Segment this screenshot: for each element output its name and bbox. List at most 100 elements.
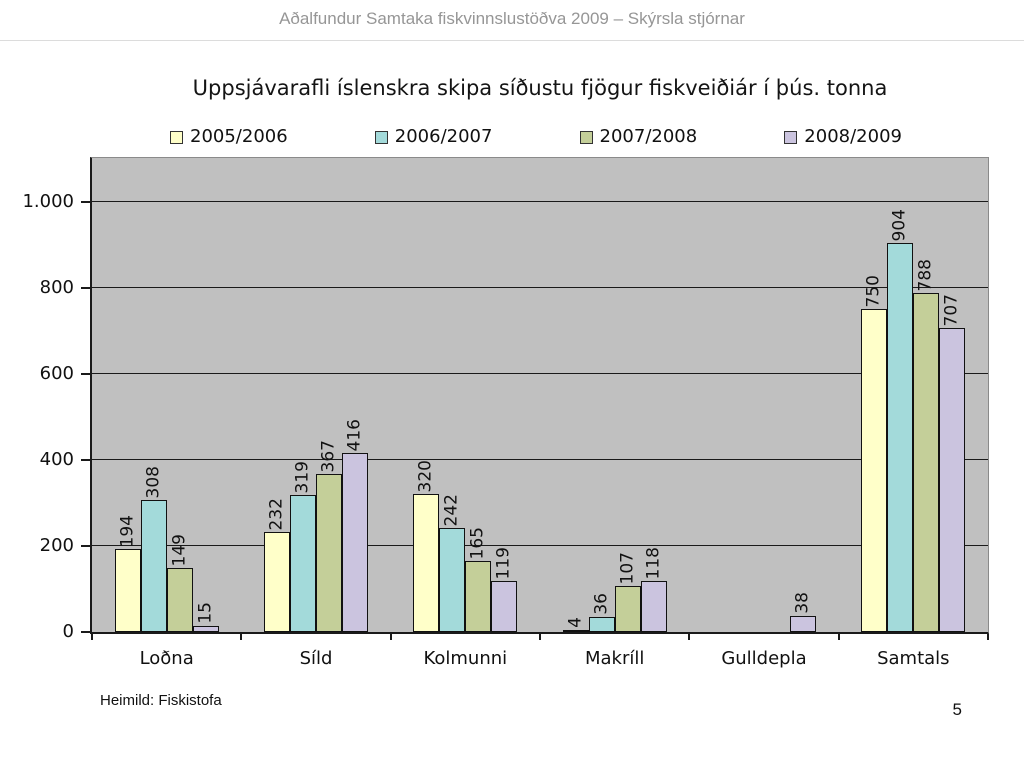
bar-group-kolmunni: 320 242 165 119 — [391, 158, 540, 632]
x-axis-tick — [688, 634, 691, 640]
bar-slot: 904 — [887, 209, 914, 632]
bar-slot: 788 — [913, 259, 940, 632]
page-number: 5 — [952, 700, 962, 719]
bar-value-label: 36 — [591, 593, 612, 615]
plot-area: 0 200 400 600 800 1.000 194 308 149 15 Loðna 232 319… — [22, 157, 989, 669]
bar-group-síld: 232 319 367 416 — [241, 158, 390, 632]
y-axis-tick — [81, 458, 90, 461]
y-axis-label: 800 — [39, 276, 74, 298]
bar-slot: 232 — [263, 498, 290, 632]
bar-slot: 416 — [341, 419, 368, 632]
bar-value-label: 319 — [292, 460, 313, 493]
bar-value-label: 149 — [169, 533, 190, 566]
bar-kolmunni-2006/2007: 242 — [439, 494, 466, 632]
y-gridline — [92, 459, 988, 461]
legend-label: 2005/2006 — [190, 126, 288, 147]
bar-makríll-2005/2006: 4 — [562, 617, 589, 632]
bar-loðna-2005/2006: 194 — [114, 515, 141, 632]
bar-slot: 118 — [640, 547, 667, 632]
bar-slot: 4 — [562, 617, 589, 632]
header-divider — [0, 40, 1024, 41]
y-gridline — [92, 287, 988, 289]
bar-slot: 15 — [192, 602, 219, 632]
x-axis-tick — [91, 634, 93, 640]
legend-label: 2006/2007 — [394, 126, 493, 147]
bar-síld-2008/2009: 416 — [341, 419, 368, 632]
y-axis-label: 200 — [39, 534, 74, 556]
bar-makríll-2006/2007: 36 — [588, 593, 615, 632]
legend-swatch-icon — [374, 130, 388, 144]
y-axis-tick — [81, 631, 90, 633]
bar-value-label: 107 — [617, 551, 638, 584]
y-gridline — [92, 201, 988, 203]
bar-kolmunni-2008/2009: 119 — [491, 547, 518, 632]
bar-kolmunni-2007/2008: 165 — [465, 527, 492, 632]
bar-kolmunni-2005/2006: 320 — [413, 460, 440, 632]
bar-samtals-2008/2009: 707 — [939, 294, 966, 632]
bar-slot: 707 — [939, 294, 966, 632]
bar-group-makríll: 4 36 107 118 — [540, 158, 689, 632]
legend-label: 2007/2008 — [599, 126, 698, 147]
bar-samtals-2005/2006: 750 — [861, 275, 888, 632]
bar-slot: 242 — [439, 494, 466, 632]
bar-value-label: 165 — [467, 526, 488, 559]
bar-gulldepla-2008/2009: 38 — [789, 592, 816, 632]
x-axis-label-samtals: Samtals — [877, 648, 950, 669]
y-axis-label: 0 — [62, 621, 74, 642]
bar-value-label: 38 — [792, 592, 813, 614]
bar-group-samtals: 750 904 788 707 — [839, 158, 988, 632]
y-axis-tick — [81, 286, 90, 289]
bar-slot: 36 — [588, 593, 615, 632]
bar-slot: 119 — [491, 547, 518, 632]
x-axis-tick — [837, 634, 840, 640]
x-axis-tick — [987, 634, 989, 640]
legend: 2005/2006 2006/2007 2007/2008 2008/2009 — [170, 126, 902, 148]
bar-value-label: 4 — [565, 617, 586, 628]
x-axis-tick — [539, 634, 541, 640]
bar-samtals-2007/2008: 788 — [913, 259, 940, 632]
legend-item-2005/2006: 2005/2006 — [170, 128, 288, 146]
y-gridline — [92, 545, 988, 547]
bar-slot: 319 — [289, 461, 316, 632]
bar-group-loðna: 194 308 149 15 — [92, 158, 241, 632]
bar-loðna-2006/2007: 308 — [140, 466, 167, 632]
x-axis-label-kolmunni: Kolmunni — [423, 648, 508, 669]
bar-value-label: 232 — [266, 497, 287, 530]
x-axis-label-loðna: Loðna — [139, 648, 194, 669]
bar-value-label: 118 — [643, 546, 664, 579]
source-note: Heimild: Fiskistofa — [100, 692, 222, 709]
bar-slot: 750 — [861, 275, 888, 632]
bar-slot: 149 — [166, 534, 193, 632]
bar-value-label: 750 — [863, 274, 884, 307]
y-axis-label: 400 — [39, 448, 74, 470]
bar-slot: 194 — [114, 515, 141, 632]
bar-makríll-2008/2009: 118 — [640, 547, 667, 632]
bar-value-label: 904 — [889, 208, 910, 241]
bar-value-label: 194 — [117, 514, 138, 547]
y-axis-tick — [81, 372, 90, 375]
bar-value-label: 308 — [143, 465, 164, 498]
bar-value-label: 707 — [941, 293, 962, 326]
legend-swatch-icon — [170, 130, 183, 144]
x-axis-tick — [389, 634, 392, 640]
bar-value-label: 119 — [493, 546, 514, 579]
legend-item-2006/2007: 2006/2007 — [374, 126, 493, 147]
legend-item-2008/2009: 2008/2009 — [784, 128, 902, 146]
x-axis-label-gulldepla: Gulldepla — [721, 648, 807, 669]
legend-label: 2008/2009 — [804, 126, 902, 147]
bar-value-label: 15 — [195, 602, 216, 624]
x-axis-label-síld: Síld — [299, 648, 333, 669]
bar-value-label: 320 — [415, 459, 436, 492]
bar-loðna-2007/2008: 149 — [166, 534, 193, 632]
bar-slot: 367 — [315, 440, 342, 632]
bar-slot: 320 — [413, 460, 440, 632]
bar-value-label: 242 — [441, 493, 462, 526]
bar-slot: 107 — [614, 552, 641, 632]
bar-value-label: 367 — [318, 439, 339, 472]
legend-swatch-icon — [784, 130, 798, 144]
bar-value-label: 416 — [344, 418, 365, 451]
y-axis-label: 600 — [39, 362, 74, 384]
x-axis-label-makríll: Makríll — [584, 648, 645, 669]
y-axis-tick — [81, 544, 90, 547]
